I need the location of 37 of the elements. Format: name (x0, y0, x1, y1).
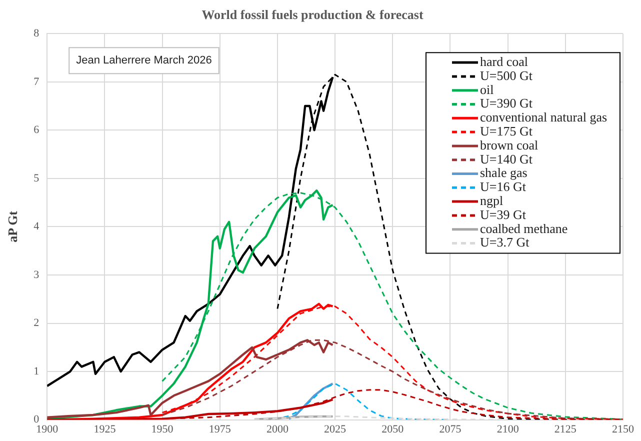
legend-label: U=16 Gt (480, 179, 526, 194)
x-tick-label: 2075 (439, 423, 462, 436)
y-tick-label: 5 (34, 172, 40, 184)
legend-label: coalbed methane (480, 220, 568, 236)
legend-label: conventional natural gas (480, 110, 608, 125)
y-tick-label: 1 (34, 365, 40, 378)
legend-label: U=39 Gt (480, 206, 526, 222)
y-tick-label: 4 (34, 220, 40, 233)
legend-label: U=500 Gt (480, 68, 533, 83)
x-tick-label: 1925 (94, 423, 116, 436)
legend-label: U=390 Gt (480, 96, 533, 111)
y-tick-label: 6 (34, 124, 40, 136)
legend-label: shale gas (480, 165, 528, 180)
x-tick-label: 1950 (151, 423, 174, 436)
x-tick-label: 2000 (266, 423, 289, 436)
annotation: Jean Laherrere March 2026 (76, 54, 212, 67)
x-tick-label: 2050 (382, 423, 404, 436)
x-tick-label: 1900 (36, 423, 59, 436)
legend-label: ngpl (480, 192, 504, 208)
y-tick-label: 7 (34, 76, 40, 88)
legend-label: U=3.7 Gt (480, 234, 530, 250)
legend-label: U=140 Gt (480, 151, 533, 166)
x-tick-label: 1975 (208, 423, 232, 436)
x-tick-label: 2150 (612, 423, 634, 436)
legend-label: brown coal (480, 137, 539, 152)
y-axis-title: aP Gt (5, 210, 20, 242)
y-tick-label: 2 (34, 317, 40, 330)
y-tick-label: 3 (34, 268, 40, 281)
y-tick-label: 0 (34, 414, 40, 426)
x-tick-label: 2125 (554, 423, 577, 436)
x-tick-label: 2025 (324, 423, 347, 436)
chart-title: World fossil fuels production & forecast (202, 7, 424, 22)
x-tick-label: 2100 (496, 423, 520, 436)
legend-label: oil (480, 82, 494, 97)
legend-label: hard coal (480, 54, 528, 69)
legend-label: U=175 Gt (480, 123, 533, 138)
y-tick-label: 8 (34, 27, 40, 40)
